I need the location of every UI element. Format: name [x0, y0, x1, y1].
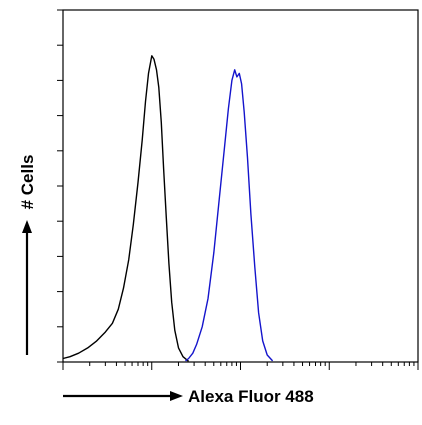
x-axis-ticks	[62, 362, 419, 370]
y-axis-ticks	[57, 9, 63, 363]
series-line-1	[62, 55, 190, 362]
plot-frame	[62, 9, 419, 363]
y-axis-arrowhead	[22, 220, 32, 233]
series-line-2	[185, 69, 274, 362]
series-layer	[62, 55, 274, 362]
y-axis-label: # Cells	[18, 155, 37, 210]
x-axis-label: Alexa Fluor 488	[188, 387, 314, 406]
x-axis-arrowhead	[170, 391, 183, 401]
